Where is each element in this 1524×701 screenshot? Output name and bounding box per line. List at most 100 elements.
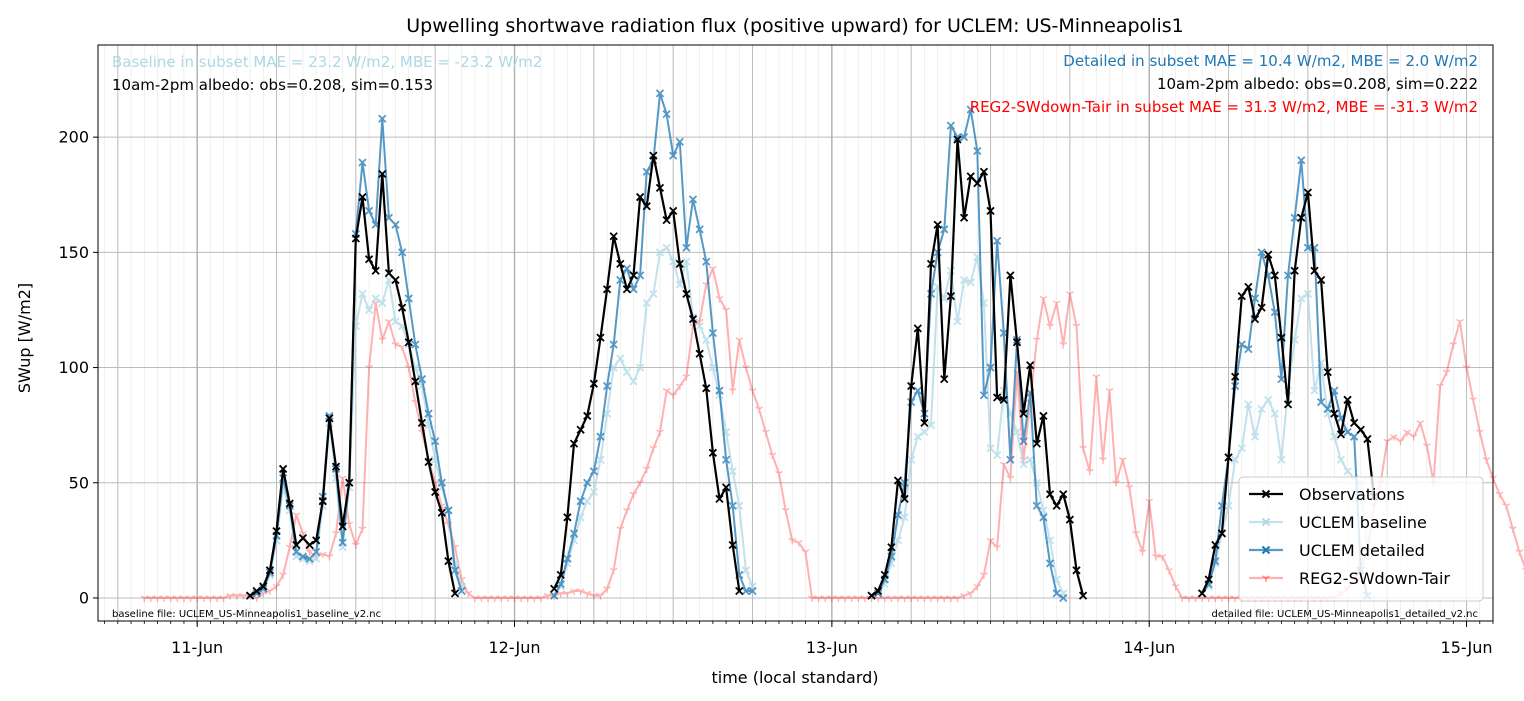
data-point	[259, 582, 268, 591]
data-point	[616, 354, 625, 363]
series-uclem-baseline	[245, 243, 1372, 600]
data-point	[946, 291, 956, 301]
data-point	[570, 588, 578, 596]
data-point	[332, 530, 340, 538]
data-point	[1303, 289, 1313, 298]
data-point	[550, 591, 559, 600]
data-point	[1012, 427, 1022, 437]
data-point	[265, 566, 275, 575]
data-point	[213, 595, 221, 602]
data-point	[1363, 434, 1372, 444]
data-point	[1436, 383, 1444, 390]
annotation-detailed-error: Detailed in subset MAE = 10.4 W/m2, MBE …	[1063, 52, 1478, 70]
data-point	[391, 220, 400, 229]
data-point	[1283, 271, 1293, 280]
data-point	[814, 595, 823, 602]
data-point	[1264, 250, 1273, 259]
data-point	[378, 298, 387, 308]
data-point	[199, 595, 208, 602]
data-point	[735, 501, 744, 510]
data-point	[616, 259, 625, 269]
data-point	[959, 133, 969, 142]
data-point	[450, 566, 460, 575]
data-point	[305, 554, 314, 563]
data-point	[517, 595, 525, 602]
data-point	[1019, 460, 1028, 469]
data-point	[1204, 575, 1213, 584]
y-axis-label: SWup [W/m2]	[15, 283, 34, 393]
data-point	[708, 363, 717, 372]
data-point	[457, 586, 466, 596]
data-point	[278, 464, 288, 474]
data-point	[1244, 344, 1253, 354]
data-point	[166, 595, 175, 602]
data-point	[318, 497, 327, 506]
data-point	[649, 445, 658, 453]
data-point	[305, 549, 314, 556]
data-point	[576, 588, 585, 596]
data-point	[1032, 337, 1041, 344]
data-point	[635, 271, 645, 280]
data-point	[1019, 437, 1028, 446]
data-point	[629, 377, 638, 386]
data-point	[583, 411, 592, 421]
data-point	[741, 586, 751, 596]
data-point	[1323, 368, 1332, 377]
data-point	[662, 109, 671, 119]
data-point	[682, 374, 691, 381]
data-point	[880, 570, 889, 580]
data-point	[437, 508, 446, 517]
data-point	[1264, 395, 1273, 404]
data-point	[417, 418, 427, 427]
data-point	[1310, 266, 1319, 275]
data-point	[312, 547, 321, 557]
data-point	[887, 543, 896, 552]
data-point	[411, 377, 420, 386]
data-point	[887, 595, 896, 602]
data-point	[206, 595, 215, 602]
data-point	[675, 383, 684, 390]
data-point	[874, 586, 883, 596]
data-point	[397, 248, 407, 257]
data-point	[986, 537, 995, 545]
data-point	[874, 589, 883, 598]
data-point	[1244, 400, 1253, 409]
data-point	[391, 275, 400, 285]
data-point	[636, 480, 644, 487]
data-point	[1197, 589, 1207, 598]
data-point	[364, 305, 374, 315]
data-point	[755, 406, 763, 414]
data-point	[1072, 323, 1081, 331]
x-axis-label: time (local standard)	[711, 668, 878, 687]
data-point	[933, 220, 942, 229]
x-tick-label: 11-Jun	[171, 638, 223, 657]
data-point	[147, 595, 155, 602]
data-point	[695, 321, 704, 331]
data-point	[160, 595, 168, 602]
data-point	[1343, 427, 1352, 437]
legend-frame	[1238, 476, 1484, 602]
data-point	[973, 583, 982, 591]
data-point	[471, 595, 479, 602]
data-point	[695, 349, 704, 358]
data-point	[1343, 395, 1352, 404]
legend-x-marker-icon	[1261, 545, 1271, 555]
data-point	[847, 595, 856, 602]
data-point	[504, 595, 512, 602]
data-point	[841, 595, 849, 602]
data-point	[1059, 593, 1068, 603]
data-point	[298, 552, 308, 561]
data-point	[365, 364, 373, 372]
data-point	[371, 294, 380, 303]
data-point	[1270, 271, 1279, 280]
data-point	[966, 590, 975, 598]
data-point	[629, 285, 638, 294]
data-point	[728, 501, 737, 510]
data-point	[775, 470, 783, 478]
data-point	[669, 206, 678, 216]
data-point	[794, 540, 803, 547]
data-point	[920, 595, 929, 602]
data-point	[993, 450, 1002, 460]
data-point	[563, 590, 572, 598]
data-point	[688, 195, 698, 204]
